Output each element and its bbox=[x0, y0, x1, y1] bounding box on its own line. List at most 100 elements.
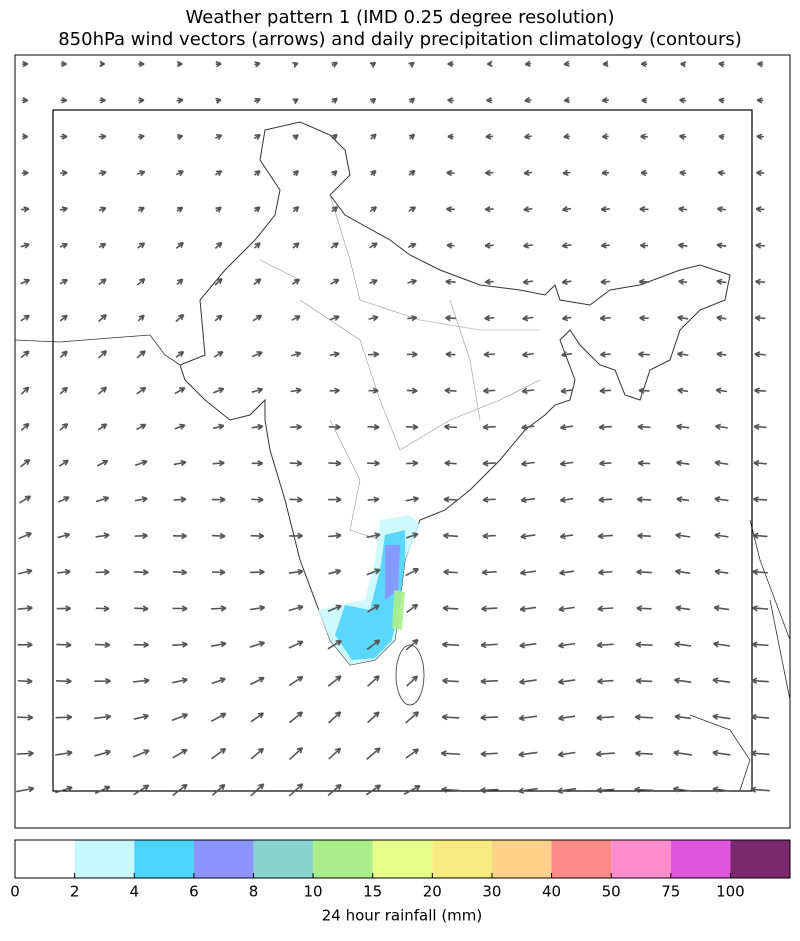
wind-arrow bbox=[132, 749, 150, 758]
wind-arrow bbox=[484, 205, 494, 213]
wind-arrow bbox=[559, 460, 574, 467]
wind-arrow bbox=[210, 641, 227, 648]
wind-arrow bbox=[563, 133, 570, 140]
wind-arrow bbox=[172, 605, 188, 612]
wind-arrow bbox=[523, 242, 533, 249]
wind-arrow bbox=[214, 241, 223, 250]
wind-arrow bbox=[443, 496, 458, 503]
wind-arrow bbox=[173, 459, 187, 467]
wind-arrow bbox=[678, 206, 688, 213]
wind-arrow bbox=[21, 169, 29, 177]
wind-arrow bbox=[176, 134, 184, 141]
wind-arrow bbox=[176, 97, 184, 104]
wind-arrow bbox=[518, 751, 538, 758]
wind-arrow bbox=[94, 749, 111, 757]
wind-arrow bbox=[98, 242, 107, 249]
wind-arrow bbox=[634, 786, 654, 793]
wind-arrow bbox=[290, 423, 302, 431]
wind-arrow bbox=[253, 97, 261, 104]
wind-arrow bbox=[520, 496, 536, 504]
wind-arrow bbox=[678, 242, 688, 249]
wind-arrow bbox=[522, 315, 534, 322]
wind-arrow bbox=[22, 97, 29, 104]
wind-arrow bbox=[442, 532, 459, 539]
wind-arrow bbox=[329, 387, 340, 394]
wind-arrow bbox=[714, 496, 729, 503]
colorbar-tick-label: 40 bbox=[542, 883, 561, 901]
wind-arrow bbox=[597, 605, 614, 612]
wind-arrow bbox=[253, 133, 261, 140]
wind-arrow bbox=[595, 750, 615, 758]
wind-arrow bbox=[754, 314, 766, 322]
wind-arrow bbox=[96, 459, 109, 467]
colorbar-segment bbox=[15, 840, 75, 878]
wind-arrow bbox=[97, 386, 108, 395]
wind-arrow bbox=[134, 605, 149, 612]
wind-arrow bbox=[171, 713, 189, 722]
wind-arrow bbox=[520, 533, 536, 540]
wind-arrow bbox=[212, 387, 225, 394]
wind-arrow bbox=[249, 676, 265, 686]
wind-arrow bbox=[524, 96, 532, 104]
wind-arrow bbox=[640, 60, 648, 68]
colorbar-segment bbox=[134, 840, 194, 878]
wind-arrow bbox=[175, 350, 185, 358]
wind-arrow bbox=[486, 60, 493, 68]
wind-arrow bbox=[483, 351, 495, 358]
wind-arrow bbox=[138, 60, 145, 68]
wind-arrow bbox=[485, 133, 493, 140]
wind-arrow bbox=[19, 495, 32, 504]
wind-arrow bbox=[718, 97, 725, 104]
wind-arrow bbox=[481, 569, 497, 576]
wind-arrow bbox=[368, 314, 379, 322]
wind-arrow bbox=[370, 169, 377, 177]
wind-arrow bbox=[673, 786, 693, 793]
wind-arrow bbox=[59, 350, 68, 359]
wind-arrow bbox=[97, 423, 108, 431]
wind-arrow bbox=[445, 314, 456, 322]
colorbar-segment bbox=[193, 840, 254, 878]
wind-arrow bbox=[328, 532, 342, 539]
colorbar-segment bbox=[611, 840, 671, 878]
wind-arrow bbox=[677, 314, 689, 322]
wind-arrow bbox=[559, 496, 574, 504]
wind-arrow bbox=[211, 783, 226, 797]
wind-arrow bbox=[138, 97, 145, 104]
wind-arrow bbox=[132, 677, 150, 684]
wind-arrow bbox=[636, 568, 652, 576]
wind-arrow bbox=[212, 569, 226, 576]
wind-arrow bbox=[137, 206, 145, 213]
wind-arrow bbox=[602, 60, 609, 68]
coastline bbox=[14, 334, 791, 791]
title-line: Weather pattern 1 (IMD 0.25 degree resol… bbox=[186, 7, 615, 28]
wind-arrow bbox=[677, 351, 689, 358]
wind-arrow bbox=[328, 747, 342, 760]
wind-arrow bbox=[290, 351, 302, 358]
wind-arrow bbox=[559, 532, 574, 540]
wind-arrow bbox=[600, 242, 610, 249]
wind-arrow bbox=[367, 711, 380, 724]
wind-arrow bbox=[407, 314, 418, 322]
wind-arrow bbox=[441, 641, 460, 648]
wind-arrow bbox=[445, 351, 456, 358]
wind-arrow bbox=[292, 170, 300, 177]
wind-arrow bbox=[292, 134, 299, 141]
wind-arrow bbox=[479, 787, 499, 794]
wind-arrow bbox=[289, 532, 303, 540]
wind-arrow bbox=[596, 641, 614, 649]
wind-arrow bbox=[518, 787, 538, 794]
wind-arrow bbox=[562, 205, 572, 213]
wind-arrow bbox=[440, 750, 461, 757]
wind-arrow bbox=[601, 133, 609, 140]
wind-arrow bbox=[753, 423, 767, 431]
wind-arrow bbox=[406, 387, 418, 394]
wind-arrow bbox=[252, 314, 263, 322]
wind-arrow bbox=[16, 750, 34, 757]
wind-arrow bbox=[680, 61, 687, 68]
state-borders bbox=[259, 194, 541, 541]
wind-arrow bbox=[674, 677, 692, 684]
wind-arrow bbox=[600, 351, 611, 358]
wind-arrow bbox=[447, 133, 454, 140]
wind-arrow bbox=[597, 678, 614, 685]
